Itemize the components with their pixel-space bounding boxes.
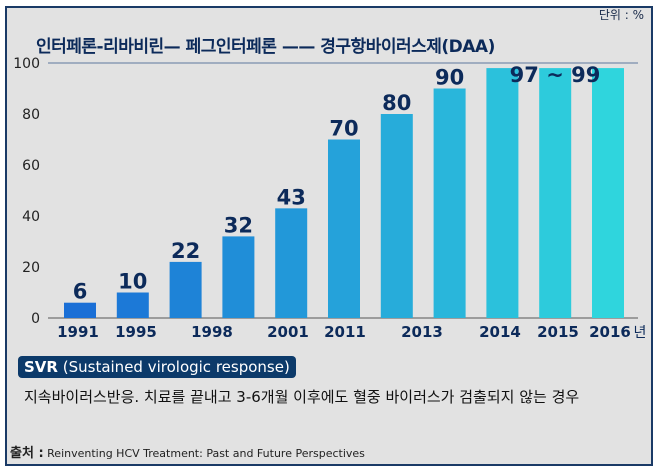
- bar: [64, 302, 96, 318]
- y-tick-label: 80: [22, 107, 40, 123]
- source-text: Reinventing HCV Treatment: Past and Futu…: [47, 447, 365, 460]
- y-tick-label: 0: [31, 311, 40, 327]
- bar: [592, 68, 624, 318]
- svr-description: 지속바이러스반응. 치료를 끝내고 3-6개월 이후에도 혈중 바이러스가 검출…: [24, 388, 580, 406]
- data-label: 43: [277, 185, 306, 209]
- source-label: 출처 :: [10, 446, 44, 461]
- x-tick-label: 2016: [589, 323, 631, 341]
- data-label: 80: [382, 91, 411, 115]
- x-tick-label: 1995: [115, 323, 157, 341]
- y-tick-label: 100: [13, 56, 40, 72]
- x-tick-label: 2001: [267, 323, 309, 341]
- data-label: 22: [171, 239, 200, 263]
- x-unit-label: 년: [634, 325, 647, 341]
- data-label: 70: [329, 117, 358, 141]
- unit-label: 단위 : %: [598, 8, 644, 22]
- x-tick-label: 2011: [324, 323, 366, 341]
- source: 출처 : Reinventing HCV Treatment: Past and…: [10, 442, 365, 461]
- bar: [380, 114, 413, 318]
- y-tick-label: 60: [22, 158, 40, 174]
- data-label: 90: [435, 66, 464, 90]
- svr-badge: SVR (Sustained virologic response): [18, 356, 296, 378]
- bar: [116, 292, 149, 318]
- svr-abbr: SVR: [24, 358, 58, 376]
- x-tick-label: 2013: [401, 323, 443, 341]
- bar: [275, 208, 308, 318]
- data-label: 32: [224, 213, 253, 237]
- range-label: 97 ~ 99: [510, 63, 601, 87]
- bar: [486, 68, 519, 318]
- y-tick-label: 40: [22, 209, 40, 225]
- x-tick-label: 1998: [191, 323, 233, 341]
- data-label: 10: [118, 270, 147, 294]
- x-tick-label: 1991: [57, 323, 99, 341]
- bar: [328, 139, 360, 318]
- bar: [433, 88, 466, 318]
- data-label: 6: [73, 280, 88, 304]
- svr-full: (Sustained virologic response): [62, 358, 290, 376]
- x-tick-label: 2014: [479, 323, 521, 341]
- bar: [169, 261, 202, 318]
- bar: [539, 68, 572, 318]
- x-tick-label: 2015: [537, 323, 579, 341]
- y-tick-label: 20: [22, 260, 40, 276]
- bar: [222, 236, 255, 318]
- treatment-era-title: 인터페론-리바비린— 페그인터페론 —— 경구항바이러스제(DAA): [36, 37, 495, 57]
